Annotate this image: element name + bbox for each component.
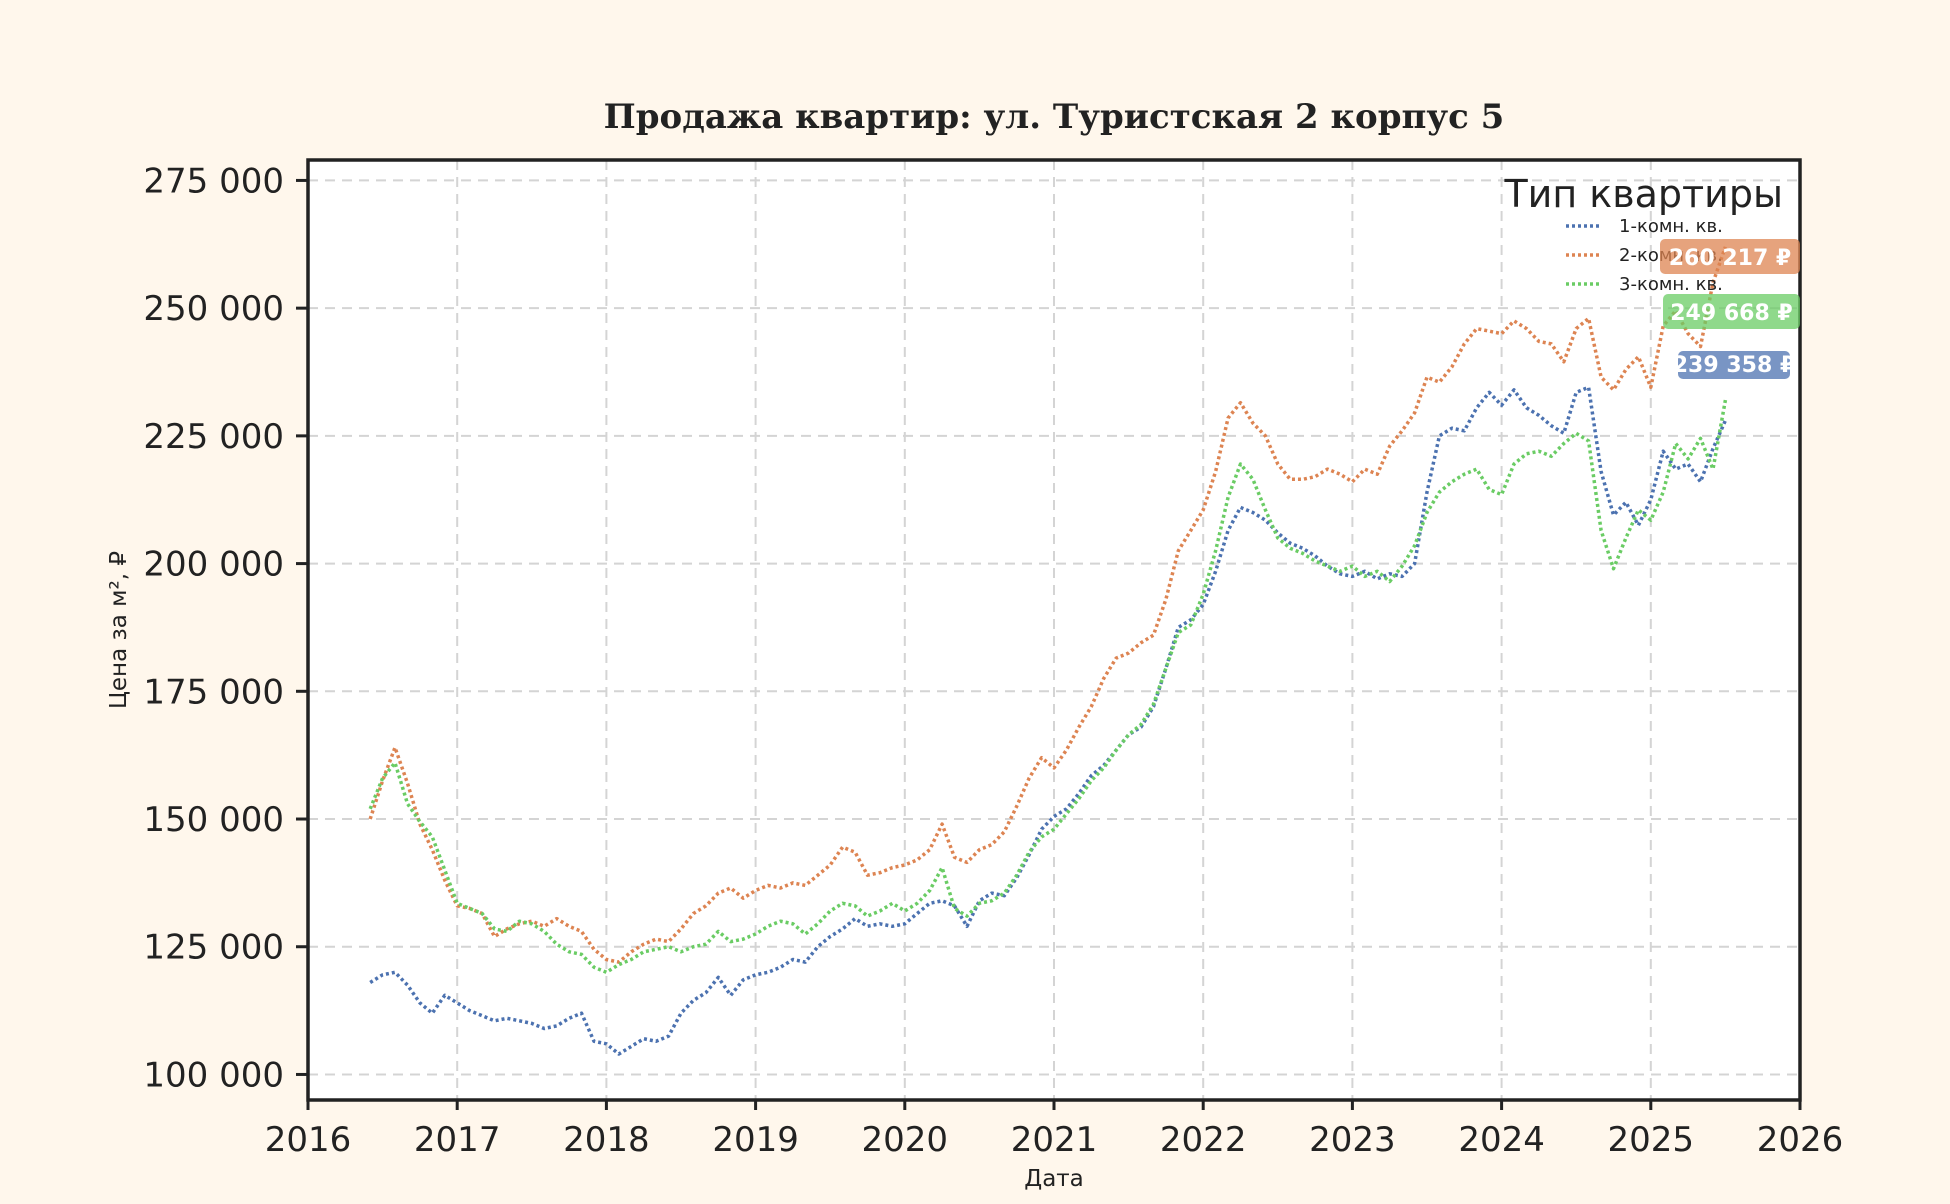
y-tick-label: 250 000 — [143, 289, 284, 329]
x-tick-label: 2020 — [862, 1120, 949, 1160]
x-tick-label: 2016 — [265, 1120, 352, 1160]
end-label-box — [1678, 351, 1790, 379]
y-axis: 100 000 125 000 150 000 175 000 200 000 225 0… — [143, 161, 308, 1095]
x-tick-label: 2024 — [1458, 1120, 1545, 1160]
x-tick-label: 2022 — [1160, 1120, 1247, 1160]
end-label-box — [1660, 239, 1800, 274]
series-line-3 — [368, 399, 1728, 975]
y-tick-label: 100 000 — [143, 1055, 284, 1095]
y-tick-label: 225 000 — [143, 417, 284, 457]
chart-title: Продажа квартир: ул. Туристская 2 корпус… — [604, 97, 1505, 137]
legend-label: 1-комн. кв. — [1619, 216, 1723, 237]
end-label-3: 249 668 ₽ — [1663, 294, 1800, 329]
x-tick-label: 2019 — [712, 1120, 799, 1160]
series-lines — [368, 246, 1728, 1056]
end-label-text: 260 217 ₽ — [1669, 246, 1791, 271]
end-value-labels: 239 358 ₽ 260 217 ₽ 249 668 ₽ — [1660, 239, 1800, 379]
y-tick-label: 150 000 — [143, 800, 284, 840]
end-label-1: 239 358 ₽ — [1673, 351, 1795, 379]
x-tick-label: 2021 — [1011, 1120, 1098, 1160]
x-tick-label: 2017 — [414, 1120, 501, 1160]
y-tick-label: 200 000 — [143, 545, 284, 585]
x-axis: 2016 2017 2018 2019 2020 2021 2022 2023 2024 2025… — [265, 1100, 1844, 1160]
grid-lines — [308, 160, 1800, 1100]
end-label-text: 239 358 ₽ — [1673, 353, 1795, 378]
x-tick-label: 2025 — [1608, 1120, 1695, 1160]
end-label-2: 260 217 ₽ — [1660, 239, 1800, 274]
x-tick-label: 2026 — [1757, 1120, 1844, 1160]
y-tick-label: 175 000 — [143, 672, 284, 712]
y-axis-label: Цена за м², ₽ — [106, 551, 132, 709]
x-tick-label: 2023 — [1309, 1120, 1396, 1160]
legend-title: Тип квартиры — [1503, 172, 1783, 216]
end-label-text: 249 668 ₽ — [1670, 301, 1792, 326]
end-label-box — [1663, 294, 1800, 329]
legend-label: 3-комн. кв. — [1619, 274, 1723, 295]
y-tick-label: 275 000 — [143, 161, 284, 201]
y-tick-label: 125 000 — [143, 928, 284, 968]
x-tick-label: 2018 — [563, 1120, 650, 1160]
x-axis-label: Дата — [1024, 1166, 1084, 1192]
